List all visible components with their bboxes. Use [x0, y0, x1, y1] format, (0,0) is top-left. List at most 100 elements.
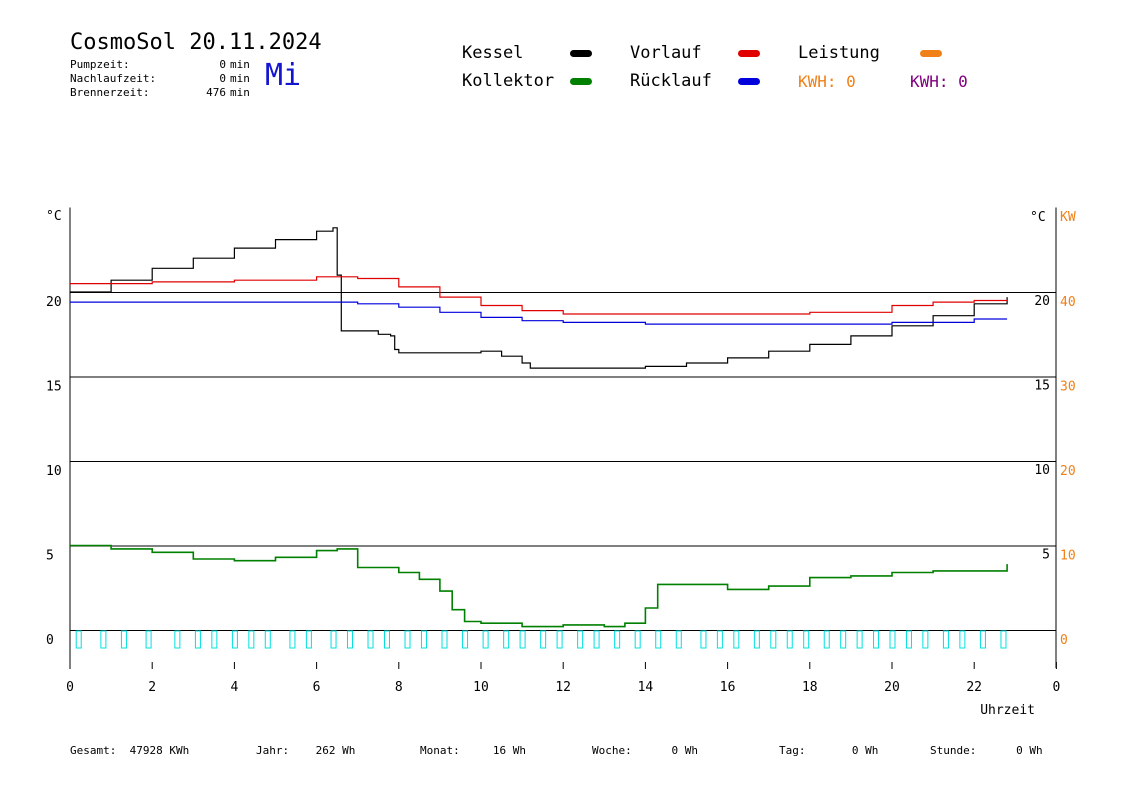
footer-monat: Monat: 16 Wh	[420, 744, 526, 757]
footer-gesamt: Gesamt: 47928 KWh	[70, 744, 189, 757]
pump-marker	[556, 630, 563, 649]
pump-marker	[462, 630, 469, 649]
footer-label: Woche:	[592, 744, 632, 757]
x-tick-label: 14	[638, 680, 654, 695]
pump-marker	[519, 630, 526, 649]
legend-vorlauf-label: Vorlauf	[630, 43, 702, 63]
kwh-leistung-value: KWH: 0	[798, 72, 856, 91]
pump-marker	[75, 630, 82, 649]
legend-leistung-swatch	[920, 50, 942, 57]
x-tick-label: 6	[313, 680, 321, 695]
stat-brennerzeit: Brennerzeit: 476 min	[70, 86, 250, 99]
pump-marker	[889, 630, 896, 649]
pump-marker	[420, 630, 427, 649]
series-kollektor	[70, 544, 1008, 628]
footer-value: 0 Wh	[1016, 744, 1043, 757]
y-left-tick-label: 20	[46, 295, 62, 310]
legend-kollektor-label: Kollektor	[462, 71, 555, 91]
y-left-tick-label: 0	[46, 633, 54, 648]
pump-marker	[905, 630, 912, 649]
footer-jahr: Jahr: 262 Wh	[256, 744, 355, 757]
y-left-tick-label: 15	[46, 380, 62, 395]
x-tick-label: 20	[884, 680, 900, 695]
pump-marker	[840, 630, 847, 649]
pump-marker	[231, 630, 238, 649]
pump-marker	[979, 630, 986, 649]
weekday-label: Mi	[265, 58, 302, 93]
series-vorlauf	[70, 276, 1008, 315]
pump-marker	[716, 630, 723, 649]
footer-label: Tag:	[779, 744, 806, 757]
x-tick-label: 0	[66, 680, 74, 695]
footer-value: 0 Wh	[851, 744, 879, 757]
legend-kollektor-swatch	[570, 78, 592, 85]
pump-marker	[289, 630, 296, 649]
pump-marker	[1000, 630, 1007, 649]
x-tick-label: 0	[1052, 680, 1060, 695]
x-tick-label: 12	[555, 680, 571, 695]
page-title: CosmoSol 20.11.2024	[70, 30, 322, 55]
y-left-tick-label: 5	[46, 549, 54, 564]
footer-value: 47928 KWh	[129, 744, 190, 757]
pump-marker	[922, 630, 929, 649]
pump-marker	[264, 630, 271, 649]
pump-marker	[482, 630, 489, 649]
pump-marker	[823, 630, 830, 649]
x-tick-label: 8	[395, 680, 403, 695]
stat-unit: min	[230, 86, 250, 99]
x-tick-label: 22	[966, 680, 982, 695]
footer-value: 262 Wh	[315, 744, 356, 757]
stat-nachlaufzeit: Nachlaufzeit: 0 min	[70, 72, 250, 85]
pump-marker	[593, 630, 600, 649]
pump-marker	[305, 630, 312, 649]
pump-marker	[959, 630, 966, 649]
footer-tag: Tag: 0 Wh	[779, 744, 878, 757]
x-tick-label: 2	[148, 680, 156, 695]
pump-marker	[194, 630, 201, 649]
pump-marker	[248, 630, 255, 649]
kwh-total-value: KWH: 0	[910, 72, 968, 91]
stat-label: Nachlaufzeit:	[70, 72, 157, 85]
x-tick-label: 18	[802, 680, 818, 695]
pump-marker	[100, 630, 107, 649]
footer-label: Stunde:	[930, 744, 977, 757]
stat-unit: min	[230, 58, 250, 71]
stat-value: 476	[206, 86, 226, 99]
stat-label: Brennerzeit:	[70, 86, 150, 99]
footer-stunde: Stunde: 0 Wh	[930, 744, 1043, 757]
y-kw-tick-label: 20	[1060, 464, 1076, 479]
y-right-tick-label: 15	[1034, 379, 1050, 394]
footer-woche: Woche: 0 Wh	[592, 744, 698, 757]
stat-value: 0	[219, 72, 226, 85]
pump-marker	[803, 630, 810, 649]
series-ruecklauf	[70, 301, 1008, 325]
pump-marker	[873, 630, 880, 649]
pump-marker	[383, 630, 390, 649]
series-kessel	[70, 227, 1008, 369]
pump-marker	[770, 630, 777, 649]
y-axis-right-title: °C	[1030, 210, 1046, 225]
pump-marker	[733, 630, 740, 649]
x-tick-label: 16	[720, 680, 736, 695]
pump-marker	[404, 630, 411, 649]
stat-unit: min	[230, 72, 250, 85]
stat-label: Pumpzeit:	[70, 58, 130, 71]
y-kw-tick-label: 10	[1060, 549, 1076, 564]
pump-marker	[540, 630, 547, 649]
pump-marker	[655, 630, 662, 649]
y-kw-tick-label: 0	[1060, 633, 1068, 648]
pump-marker	[174, 630, 181, 649]
pump-marker	[346, 630, 353, 649]
footer-label: Jahr:	[256, 744, 290, 757]
pump-marker	[856, 630, 863, 649]
pump-marker	[675, 630, 682, 649]
pump-marker	[441, 630, 448, 649]
y-kw-tick-label: 30	[1060, 380, 1076, 395]
pump-marker	[145, 630, 152, 649]
legend-kessel-swatch	[570, 50, 592, 57]
footer-label: Gesamt:	[70, 744, 117, 757]
y-left-tick-label: 10	[46, 464, 62, 479]
stat-pumpzeit: Pumpzeit: 0 min	[70, 58, 250, 71]
pump-marker	[367, 630, 374, 649]
footer-value: 0 Wh	[671, 744, 699, 757]
